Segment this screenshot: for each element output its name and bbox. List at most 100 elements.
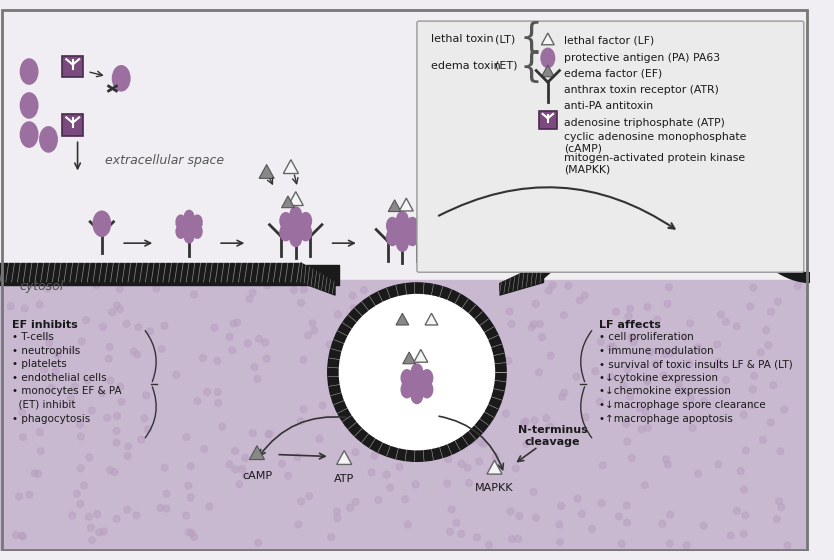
Circle shape: [98, 390, 106, 396]
Polygon shape: [259, 165, 274, 179]
Text: N-terminus
cleavage: N-terminus cleavage: [518, 425, 587, 447]
Circle shape: [387, 484, 394, 491]
Text: • platelets: • platelets: [12, 360, 67, 369]
Circle shape: [378, 373, 384, 380]
Circle shape: [255, 539, 262, 546]
Circle shape: [8, 303, 14, 310]
Circle shape: [715, 461, 721, 468]
Circle shape: [661, 351, 668, 357]
Circle shape: [331, 377, 338, 384]
Circle shape: [290, 287, 297, 293]
Circle shape: [284, 473, 292, 479]
Ellipse shape: [176, 225, 186, 238]
Circle shape: [188, 463, 194, 469]
Circle shape: [219, 423, 226, 430]
Text: {: {: [520, 50, 543, 85]
Ellipse shape: [20, 122, 38, 147]
Text: • phagocytosis: • phagocytosis: [12, 414, 90, 423]
Circle shape: [117, 306, 123, 312]
Circle shape: [714, 341, 721, 348]
Ellipse shape: [411, 387, 423, 404]
Circle shape: [141, 415, 148, 422]
Circle shape: [471, 436, 478, 442]
Circle shape: [468, 437, 475, 444]
Text: (ET): (ET): [495, 60, 517, 71]
Circle shape: [465, 479, 473, 486]
Circle shape: [509, 536, 515, 543]
Ellipse shape: [176, 215, 186, 228]
Circle shape: [384, 472, 390, 478]
Circle shape: [636, 405, 644, 412]
Circle shape: [631, 339, 637, 346]
Circle shape: [515, 535, 521, 542]
Circle shape: [46, 340, 53, 347]
Circle shape: [117, 383, 123, 390]
Ellipse shape: [113, 66, 130, 91]
Polygon shape: [403, 352, 415, 364]
Circle shape: [620, 382, 626, 389]
Circle shape: [597, 339, 605, 346]
Circle shape: [476, 428, 483, 435]
Circle shape: [763, 326, 770, 334]
Circle shape: [113, 440, 120, 446]
Circle shape: [226, 333, 233, 340]
Circle shape: [666, 511, 674, 518]
Circle shape: [505, 357, 512, 364]
Circle shape: [316, 436, 323, 442]
Circle shape: [665, 461, 671, 468]
Text: • neutrophils: • neutrophils: [12, 346, 80, 356]
Ellipse shape: [678, 197, 690, 214]
Circle shape: [680, 388, 686, 394]
Text: edema factor (EF): edema factor (EF): [565, 68, 662, 78]
Circle shape: [69, 512, 76, 519]
Circle shape: [199, 354, 206, 361]
Circle shape: [770, 382, 776, 389]
Circle shape: [645, 424, 651, 431]
Circle shape: [255, 335, 263, 342]
Circle shape: [319, 402, 326, 409]
Circle shape: [96, 529, 103, 536]
Circle shape: [69, 347, 76, 353]
Ellipse shape: [20, 59, 38, 84]
Ellipse shape: [280, 224, 292, 241]
Circle shape: [623, 502, 631, 509]
Circle shape: [622, 421, 630, 427]
Text: • monocytes EF & PA: • monocytes EF & PA: [12, 386, 121, 396]
Circle shape: [105, 356, 112, 362]
Circle shape: [20, 433, 27, 441]
Text: ATP: ATP: [334, 474, 354, 484]
Circle shape: [183, 433, 190, 441]
Circle shape: [239, 466, 245, 473]
Circle shape: [760, 436, 766, 443]
Circle shape: [230, 320, 237, 327]
Circle shape: [113, 427, 120, 434]
Circle shape: [638, 426, 645, 433]
Circle shape: [251, 363, 258, 370]
Circle shape: [113, 515, 120, 522]
Circle shape: [163, 505, 170, 512]
Circle shape: [234, 319, 241, 326]
Circle shape: [392, 322, 399, 329]
Circle shape: [560, 312, 567, 319]
Circle shape: [350, 305, 357, 311]
Circle shape: [430, 367, 436, 374]
Circle shape: [93, 511, 101, 517]
Circle shape: [418, 379, 425, 386]
Text: lethal factor (LF): lethal factor (LF): [565, 35, 655, 45]
Circle shape: [334, 311, 341, 318]
Circle shape: [326, 341, 333, 348]
Circle shape: [607, 374, 615, 380]
Circle shape: [38, 447, 44, 455]
Circle shape: [629, 455, 636, 461]
Circle shape: [385, 393, 393, 399]
Text: (ET) inhibit: (ET) inhibit: [12, 400, 75, 410]
Circle shape: [416, 442, 423, 449]
Circle shape: [294, 454, 301, 460]
Circle shape: [125, 443, 132, 450]
Circle shape: [561, 389, 568, 396]
Circle shape: [543, 415, 550, 422]
Circle shape: [48, 385, 55, 391]
Circle shape: [306, 493, 313, 500]
Ellipse shape: [280, 213, 292, 229]
Circle shape: [536, 320, 544, 328]
